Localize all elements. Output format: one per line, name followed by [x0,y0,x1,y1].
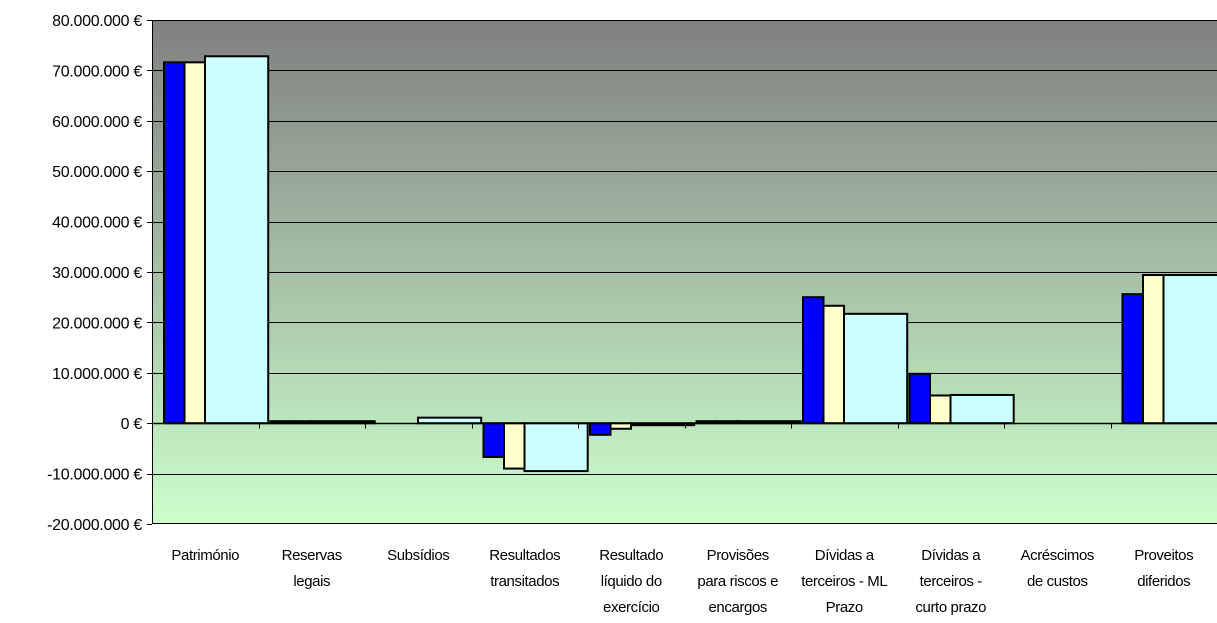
x-tick-label-line: Dívidas a [921,547,981,564]
x-tick-label: Resultados transitados [489,547,560,590]
x-tick-label-line: para riscos e [697,573,778,590]
x-tick-label-line: curto prazo [915,599,986,616]
x-tick-label-line: legais [293,573,330,590]
bar [163,61,186,425]
y-tick-label: 10.000.000 € [52,366,142,383]
y-tick-label: 80.000.000 € [52,13,142,30]
x-tick-label: Património [171,547,239,564]
y-tick-label: 20.000.000 € [52,315,142,332]
bar [1162,274,1217,425]
bar [204,55,270,425]
gridlines [152,20,1217,475]
x-tick-label-line: Acréscimos [1020,547,1094,564]
y-tick-label: -20.000.000 € [47,517,142,534]
axes [147,20,1217,525]
x-tick-labels: Património Reservas legais Subsídios Resulta… [171,547,1193,616]
bar [908,372,931,425]
x-tick-label: Subsídios [387,547,449,564]
bar [802,296,825,425]
bar [503,422,526,470]
x-tick-label-line: transitados [490,573,559,590]
x-tick-label-line: terceiros - [920,573,983,590]
y-tick-labels: 80.000.000 € 70.000.000 € 60.000.000 € 50.0… [47,13,143,534]
y-tick-label: 70.000.000 € [52,63,142,80]
x-tick-label-line: encargos [708,599,767,616]
bar [1121,293,1144,425]
x-tick-label-line: Provisões [707,547,769,564]
bars [163,55,1217,473]
bar [589,422,612,436]
x-tick-label: Dívidas a terceiros - curto prazo [915,547,986,616]
x-tick-label: Acréscimos de custos [1020,547,1094,590]
y-tick-label: 60.000.000 € [52,114,142,131]
x-tick-label: Resultado líquido do exercício [599,547,663,616]
x-tick-label: Reservas legais [282,547,342,590]
bar [183,61,206,425]
x-tick-label: Provisões para riscos e encargos [697,547,778,616]
y-tick-label: 40.000.000 € [52,215,142,232]
x-tick-label-line: Proveitos [1134,547,1193,564]
y-tick-label: -10.000.000 € [47,467,142,484]
x-tick-label-line: líquido do [601,573,662,590]
y-tick-label: 0 € [121,416,143,433]
x-tick-label-line: Dívidas a [815,547,875,564]
x-tick-label-line: Reservas [282,547,342,564]
x-tick-label: Dívidas a terceiros - ML Prazo [801,547,887,616]
bar [417,416,483,425]
x-tick-label-line: Subsídios [387,547,449,564]
y-tick-label: 50.000.000 € [52,164,142,181]
x-tick-label-line: de custos [1027,573,1088,590]
bar [949,393,1015,425]
bar [929,394,952,425]
bar [822,304,845,425]
bar [523,422,589,473]
x-tick-label-line: Resultado [599,547,663,564]
x-tick-label-line: Resultados [489,547,560,564]
x-tick-label-line: exercício [603,599,659,616]
x-tick-label-line: terceiros - ML [801,573,887,590]
y-tick-label: 30.000.000 € [52,265,142,282]
bar [482,422,505,458]
x-tick-label-line: Património [171,547,239,564]
x-tick-label-line: Prazo [826,599,863,616]
x-tick-label: Proveitos diferidos [1134,547,1193,590]
bar [1142,274,1165,425]
x-tick-label-line: diferidos [1137,573,1190,590]
bar [843,312,909,425]
